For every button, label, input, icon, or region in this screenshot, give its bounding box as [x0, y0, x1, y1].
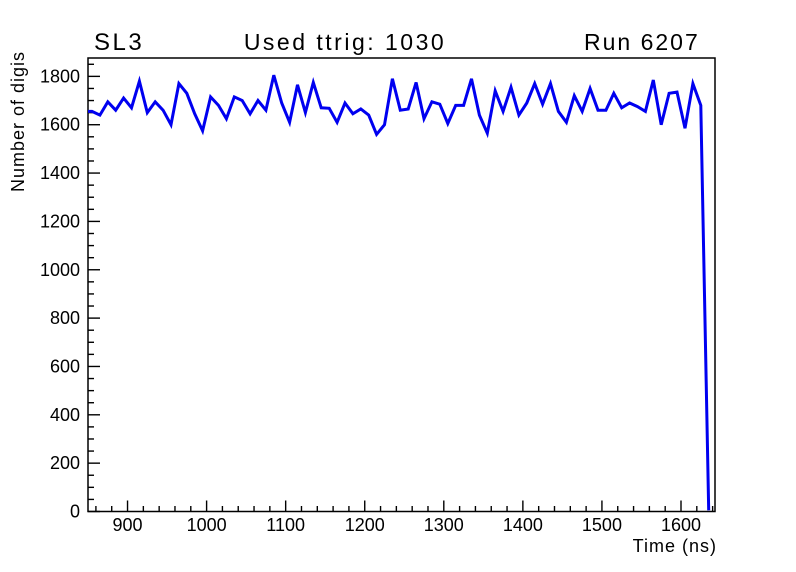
x-tick-label: 1100 [266, 515, 305, 535]
x-tick-label: 1400 [503, 515, 543, 535]
plot-frame [87, 57, 716, 513]
x-tick-label: 1200 [345, 515, 385, 535]
y-axis-title: Number of digis [8, 50, 28, 192]
tick-labels: 900 1000 1100 1200 1300 1400 1500 1600 0 200 400 60… [40, 66, 701, 535]
y-tick-label: 600 [50, 356, 80, 376]
x-tick-label: 1000 [187, 515, 227, 535]
x-axis-title: Time (ns) [632, 536, 717, 556]
y-tick-label: 1800 [40, 66, 80, 86]
x-tick-label: 900 [113, 515, 143, 535]
y-tick-label: 1400 [40, 163, 80, 183]
y-tick-label: 200 [50, 453, 80, 473]
run-number-label: Run 6207 [584, 29, 700, 55]
y-tick-label: 800 [50, 308, 80, 328]
y-tick-label: 1600 [40, 115, 80, 135]
plot-title: Used ttrig: 1030 [243, 29, 447, 55]
chamber-label: SL3 [94, 29, 145, 56]
y-tick-label: 1000 [40, 260, 80, 280]
tick-marks [88, 63, 714, 513]
y-tick-label: 400 [50, 405, 80, 425]
x-tick-label: 1300 [424, 515, 464, 535]
y-tick-label: 1200 [40, 211, 80, 231]
y-tick-label: 0 [70, 502, 80, 522]
x-tick-label: 1600 [661, 515, 701, 535]
data-line [88, 74, 711, 511]
x-tick-label: 1500 [582, 515, 622, 535]
